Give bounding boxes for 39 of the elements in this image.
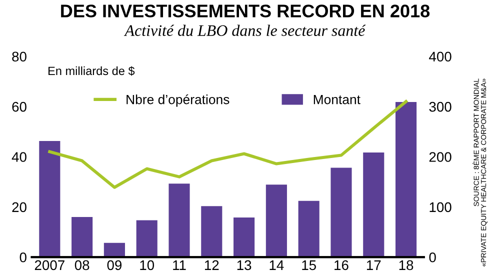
- x-tick-label: 12: [204, 260, 219, 270]
- x-tick-label: 10: [140, 260, 154, 270]
- x-tick-label: 15: [302, 260, 316, 270]
- x-tick-label: 2007: [34, 260, 64, 270]
- bar: [363, 152, 384, 258]
- bar: [39, 140, 60, 258]
- y2-tick-label: 200: [429, 152, 452, 162]
- bar: [298, 200, 320, 258]
- chart-subtitle: Activité du LBO dans le secteur santé: [124, 24, 366, 36]
- bar: [136, 220, 158, 258]
- y2-tick-label: 300: [429, 102, 452, 112]
- x-tick-label: 17: [366, 260, 381, 270]
- y2-tick-label: 0: [429, 252, 436, 262]
- y2-tick-label: 400: [429, 52, 452, 62]
- x-tick-label: 14: [270, 260, 284, 270]
- y-tick-label: 40: [12, 152, 26, 162]
- x-tick-label: 09: [107, 260, 122, 270]
- y-tick-label: 60: [12, 102, 26, 112]
- bar: [168, 184, 190, 258]
- x-tick-label: 18: [399, 260, 414, 270]
- legend-label: Montant: [314, 94, 360, 104]
- y-tick-label: 20: [12, 202, 26, 212]
- annotation: En milliards de $: [48, 66, 135, 76]
- bar: [72, 216, 93, 258]
- x-tick-label: 08: [74, 260, 90, 270]
- x-tick-label: 11: [173, 260, 186, 270]
- y2-tick-label: 100: [430, 202, 452, 212]
- bar: [266, 184, 287, 258]
- chart-title: DES INVESTISSEMENTS RECORD EN 2018: [61, 4, 430, 18]
- bar: [201, 206, 222, 258]
- bar: [104, 242, 125, 258]
- bar: [234, 217, 255, 258]
- legend-label: Nbre d’opérations: [126, 94, 230, 107]
- x-tick-label: 16: [334, 260, 348, 270]
- y-tick-label: 0: [20, 252, 26, 262]
- y-tick-label: 80: [12, 52, 26, 62]
- bar: [396, 102, 417, 258]
- bar: [330, 168, 352, 258]
- x-tick-label: 13: [237, 260, 252, 270]
